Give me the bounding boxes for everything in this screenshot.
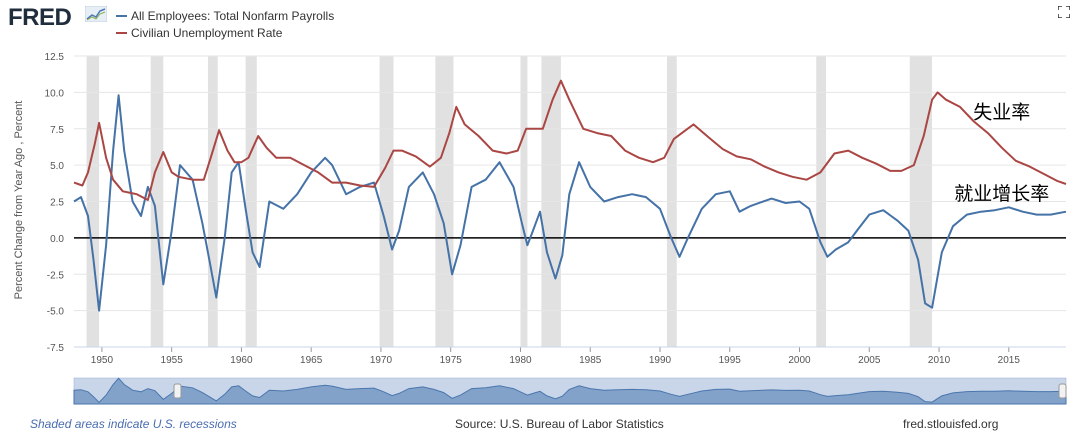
annotation-unemployment: 失业率 xyxy=(973,101,1030,123)
series-group xyxy=(73,79,1067,312)
y-tick-label: -7.5 xyxy=(47,343,65,354)
x-tick-label: 2015 xyxy=(998,355,1021,366)
y-tick-label: -2.5 xyxy=(47,270,65,281)
legend-label-unemployment: Civilian Unemployment Rate xyxy=(131,26,283,40)
legend-item-payrolls[interactable]: All Employees: Total Nonfarm Payrolls xyxy=(116,9,334,23)
chart-footer: Shaded areas indicate U.S. recessions So… xyxy=(0,410,1080,438)
x-tick-label: 2005 xyxy=(858,355,881,366)
legend-label-payrolls: All Employees: Total Nonfarm Payrolls xyxy=(131,9,335,23)
navigator-handle-right[interactable] xyxy=(1058,383,1067,399)
x-tick-label: 1995 xyxy=(719,355,742,366)
y-tick-label: -5.0 xyxy=(47,307,65,318)
annotation-employment-growth: 就业增长率 xyxy=(954,183,1049,205)
fred-link[interactable]: fred.stlouisfed.org xyxy=(903,417,999,431)
y-axis-ticks: 12.5 10.0 7.5 5.0 2.5 0.0 -2.5 -5.0 -7.5 xyxy=(45,52,65,354)
chart-header: FRED All Employees: Total Nonfarm Payrol… xyxy=(0,0,1080,48)
y-tick-label: 7.5 xyxy=(50,125,64,136)
fred-logo[interactable]: FRED xyxy=(8,4,72,31)
x-tick-label: 1970 xyxy=(370,355,393,366)
navigator-handle-left[interactable] xyxy=(173,383,182,399)
x-tick-label: 1985 xyxy=(579,355,602,366)
legend-item-unemployment[interactable]: Civilian Unemployment Rate xyxy=(116,26,282,40)
y-tick-label: 0.0 xyxy=(50,234,64,245)
logo-graph-icon xyxy=(85,6,107,22)
x-tick-label: 1975 xyxy=(440,355,463,366)
navigator-selection[interactable] xyxy=(74,378,1066,404)
y-tick-label: 12.5 xyxy=(45,52,65,63)
range-navigator[interactable] xyxy=(73,377,1067,405)
x-tick-label: 1960 xyxy=(230,355,253,366)
source-note: Source: U.S. Bureau of Labor Statistics xyxy=(455,417,664,431)
chart-area: 12.510.07.55.02.50.0-2.5-5.0-7.5 1950 195… xyxy=(13,52,1067,405)
y-tick-label: 2.5 xyxy=(50,198,64,209)
x-tick-label: 1965 xyxy=(300,355,323,366)
x-tick-label: 2010 xyxy=(928,355,951,366)
unemployment-swatch xyxy=(116,32,127,34)
x-axis-ticks: 1950 1955 1960 1965 1970 1975 1980 1985 1990 1995… xyxy=(74,346,1066,366)
x-tick-label: 1955 xyxy=(161,355,184,366)
series-line-unemployment[interactable] xyxy=(73,79,1067,201)
y-tick-label: 10.0 xyxy=(45,88,65,99)
x-tick-label: 2000 xyxy=(788,355,811,366)
payrolls-swatch xyxy=(116,15,127,17)
x-tick-label: 1950 xyxy=(91,355,114,366)
y-axis-label: Percent Change from Year Ago , Percent xyxy=(13,101,25,300)
navigator-series-area xyxy=(73,377,1067,405)
x-tick-label: 1980 xyxy=(509,355,532,366)
recession-note[interactable]: Shaded areas indicate U.S. recessions xyxy=(30,417,237,431)
y-tick-label: 5.0 xyxy=(50,161,64,172)
x-tick-label: 1990 xyxy=(649,355,672,366)
